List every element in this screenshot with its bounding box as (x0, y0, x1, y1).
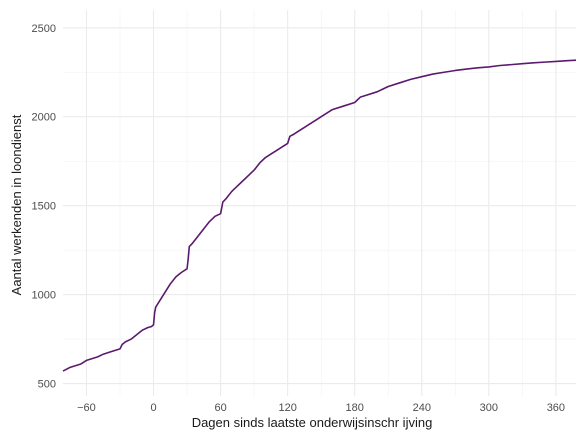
y-tick-label: 500 (38, 379, 56, 391)
minor-gridlines (63, 10, 576, 396)
x-tick-label: 180 (346, 402, 364, 414)
y-tick-label: 2000 (32, 112, 56, 124)
x-tick-label: 360 (547, 402, 565, 414)
major-gridlines (63, 10, 576, 396)
y-tick-label: 1000 (32, 290, 56, 302)
x-tick-label: 120 (278, 402, 296, 414)
x-tick-labels: −60 0 60 120 180 240 300 360 (77, 402, 565, 414)
series-group (62, 59, 576, 372)
y-tick-label: 1500 (32, 201, 56, 213)
series-line (62, 59, 576, 372)
x-tick-label: 240 (413, 402, 431, 414)
x-tick-label: 0 (150, 402, 156, 414)
x-tick-label: −60 (77, 402, 96, 414)
x-axis-title: Dagen sinds laatste onderwijsinschr ijvi… (192, 415, 433, 430)
y-tick-label: 2500 (32, 23, 56, 35)
y-axis-title: Aantal werkenden in loondienst (9, 114, 24, 295)
x-tick-label: 300 (480, 402, 498, 414)
x-tick-label: 60 (214, 402, 226, 414)
y-tick-labels: 500 1000 1500 2000 2500 (32, 23, 56, 391)
